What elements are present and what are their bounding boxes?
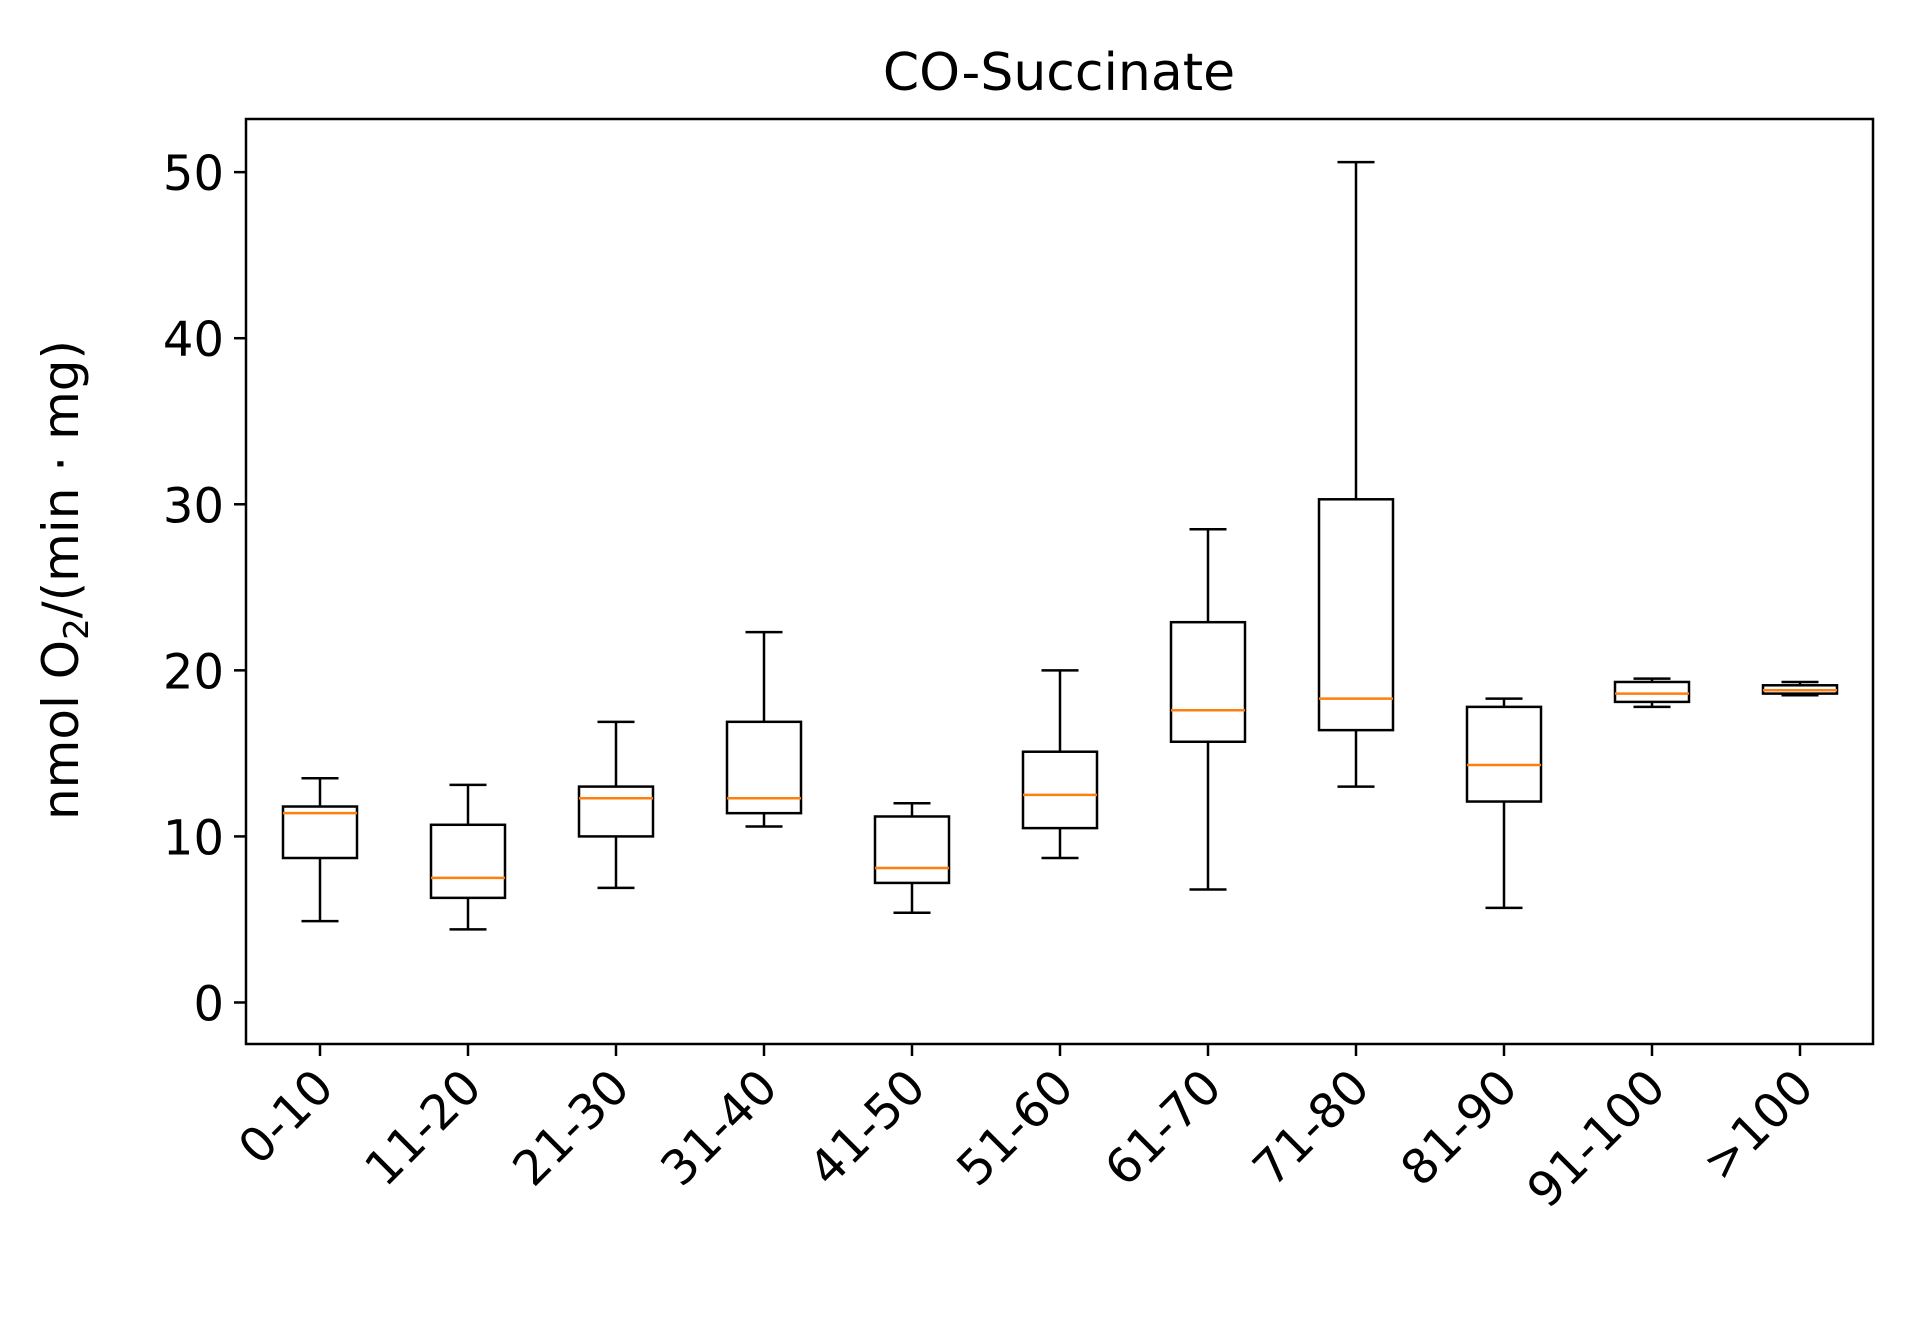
iqr-box — [577, 785, 655, 838]
y-axis-label-prefix: nmol O — [32, 640, 90, 820]
iqr-box — [1317, 498, 1395, 732]
y-tick-label: 20 — [163, 644, 224, 700]
y-tick-label: 10 — [163, 810, 224, 866]
iqr-box — [873, 815, 951, 885]
y-tick-label: 50 — [163, 146, 224, 202]
iqr-box — [1613, 680, 1691, 704]
iqr-box — [281, 805, 359, 860]
y-tick-label: 30 — [163, 478, 224, 534]
chart-title: CO-Succinate — [883, 43, 1235, 103]
y-axis-label-subscript: 2 — [57, 618, 97, 640]
y-tick-label: 0 — [193, 976, 224, 1032]
iqr-box — [429, 823, 507, 900]
iqr-box — [1169, 620, 1247, 744]
iqr-box — [1021, 750, 1099, 830]
y-tick-label: 40 — [163, 312, 224, 368]
plot-frame — [244, 117, 1875, 1046]
y-axis-label-suffix: /(min · mg) — [32, 340, 90, 618]
y-axis-label: nmol O2/(min · mg) — [32, 340, 97, 820]
iqr-box — [1465, 705, 1543, 803]
iqr-box — [725, 720, 803, 815]
